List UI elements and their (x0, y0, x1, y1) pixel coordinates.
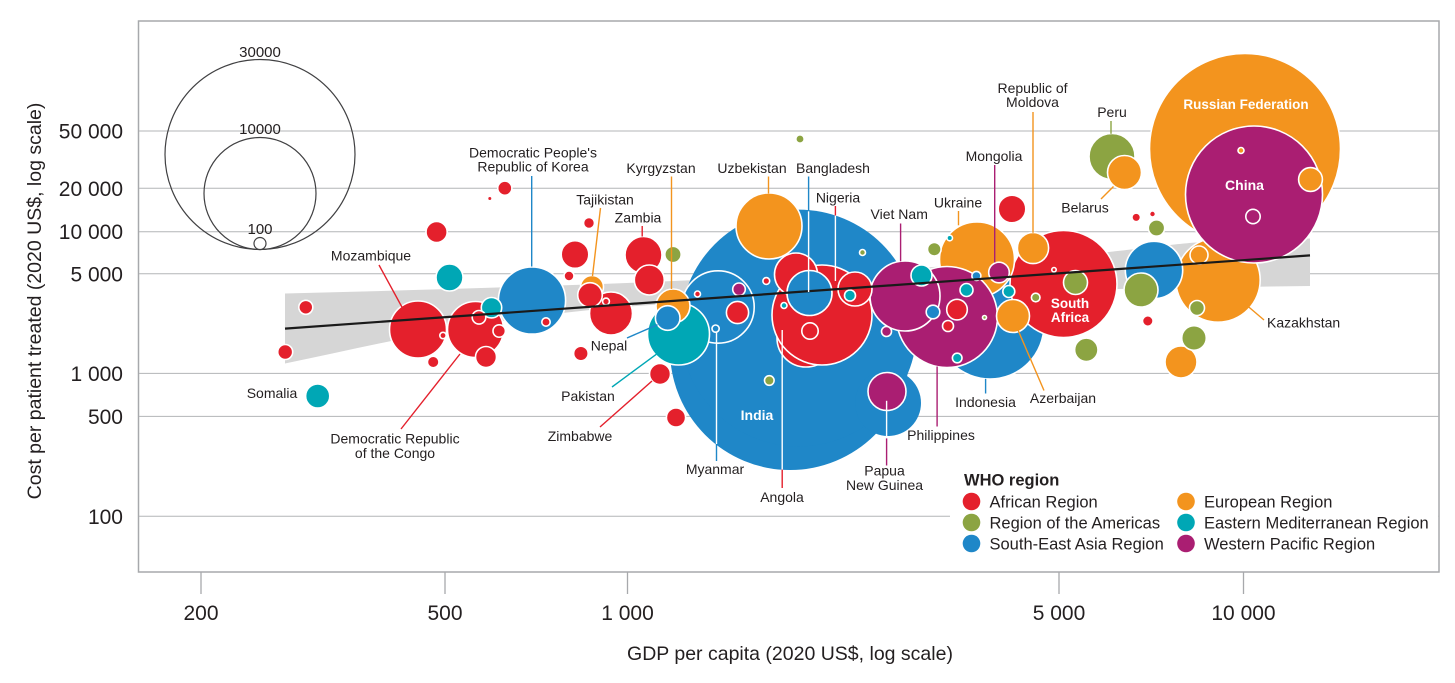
svg-text:WHO region: WHO region (964, 472, 1059, 490)
svg-text:Peru: Peru (1097, 104, 1127, 120)
svg-text:South-East Asia Region: South-East Asia Region (990, 536, 1164, 554)
svg-text:100: 100 (88, 506, 123, 529)
svg-text:Nepal: Nepal (591, 338, 628, 354)
svg-text:500: 500 (427, 602, 462, 625)
svg-text:Kazakhstan: Kazakhstan (1267, 315, 1340, 331)
svg-text:20 000: 20 000 (59, 178, 123, 201)
svg-text:Kyrgyzstan: Kyrgyzstan (626, 160, 695, 176)
svg-text:Cost per patient treated (2020: Cost per patient treated (2020 US$, log … (24, 103, 46, 500)
svg-text:Pakistan: Pakistan (561, 388, 615, 404)
svg-text:China: China (1225, 177, 1264, 193)
svg-text:Western Pacific Region: Western Pacific Region (1204, 536, 1375, 554)
svg-text:Angola: Angola (760, 489, 804, 505)
svg-text:India: India (741, 407, 774, 423)
svg-text:of the Congo: of the Congo (355, 445, 435, 461)
svg-text:10 000: 10 000 (1211, 602, 1275, 625)
svg-text:European Region: European Region (1204, 494, 1332, 512)
svg-text:Philippines: Philippines (907, 427, 975, 443)
svg-text:Region of the Americas: Region of the Americas (990, 515, 1161, 533)
svg-text:50 000: 50 000 (59, 121, 123, 144)
svg-text:500: 500 (88, 406, 123, 429)
svg-text:100: 100 (247, 221, 272, 238)
svg-text:Bangladesh: Bangladesh (796, 160, 870, 176)
svg-text:Myanmar: Myanmar (686, 461, 745, 477)
svg-text:Democratic People's: Democratic People's (469, 145, 597, 161)
svg-text:30000: 30000 (239, 44, 281, 61)
svg-text:New Guinea: New Guinea (846, 477, 923, 493)
svg-text:Somalia: Somalia (247, 385, 298, 401)
svg-text:1 000: 1 000 (70, 363, 123, 386)
svg-text:Eastern Mediterranean Region: Eastern Mediterranean Region (1204, 515, 1429, 533)
svg-text:Democratic Republic: Democratic Republic (330, 431, 459, 447)
svg-text:Mozambique: Mozambique (331, 248, 411, 264)
svg-text:5 000: 5 000 (70, 263, 123, 286)
svg-text:Azerbaijan: Azerbaijan (1030, 390, 1096, 406)
svg-text:Belarus: Belarus (1061, 200, 1108, 216)
svg-text:Zimbabwe: Zimbabwe (548, 428, 613, 444)
svg-text:Uzbekistan: Uzbekistan (717, 160, 786, 176)
svg-text:10 000: 10 000 (59, 221, 123, 244)
svg-text:5 000: 5 000 (1033, 602, 1086, 625)
svg-text:Africa: Africa (1051, 310, 1090, 325)
svg-text:Nigeria: Nigeria (816, 190, 861, 206)
svg-text:10000: 10000 (239, 121, 281, 138)
svg-text:South: South (1051, 296, 1089, 311)
svg-text:Papua: Papua (864, 463, 905, 479)
svg-text:200: 200 (183, 602, 218, 625)
svg-text:Russian Federation: Russian Federation (1183, 97, 1308, 112)
svg-text:Moldova: Moldova (1006, 94, 1059, 110)
svg-text:GDP per capita (2020 US$, log: GDP per capita (2020 US$, log scale) (627, 643, 953, 665)
svg-text:Tajikistan: Tajikistan (576, 192, 634, 208)
svg-text:Viet Nam: Viet Nam (871, 206, 928, 222)
svg-text:African Region: African Region (990, 494, 1098, 512)
svg-text:Indonesia: Indonesia (955, 394, 1016, 410)
svg-text:Republic of Korea: Republic of Korea (477, 159, 589, 175)
svg-text:Zambia: Zambia (615, 210, 662, 226)
svg-text:Mongolia: Mongolia (966, 148, 1023, 164)
svg-text:Republic of: Republic of (997, 80, 1067, 96)
svg-text:1 000: 1 000 (601, 602, 654, 625)
svg-text:Ukraine: Ukraine (934, 195, 982, 211)
